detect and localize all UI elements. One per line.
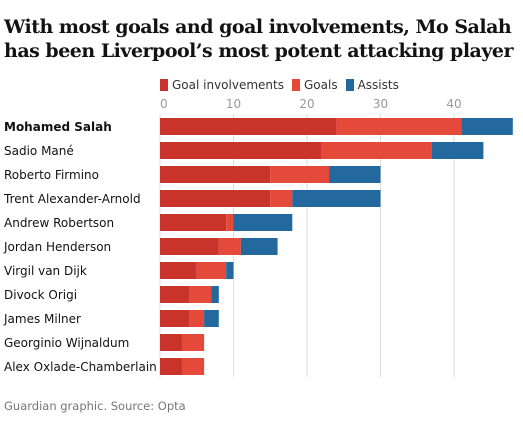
bar-assists-sadio-mane (431, 142, 484, 159)
bar-goal-involvements-james-milner (160, 310, 190, 327)
bar-goal-involvements-sadio-mane (160, 142, 322, 159)
source-note: Guardian graphic. Source: Opta (4, 399, 186, 413)
legend-swatch-goal-involvements (160, 79, 168, 91)
category-label: Trent Alexander-Arnold (3, 192, 141, 206)
bar-assists-virgil-van-dijk (226, 262, 234, 279)
legend-item-assists: Assists (345, 78, 399, 92)
bar-assists-jordan-henderson (240, 238, 278, 255)
category-label: Jordan Henderson (3, 240, 111, 254)
bar-goal-involvements-divock-origi (160, 286, 190, 303)
bar-goals-andrew-robertson (226, 214, 234, 231)
x-tick-label: 40 (446, 97, 461, 111)
category-label: Divock Origi (4, 288, 77, 302)
legend-item-goal-involvements: Goal involvements (160, 78, 284, 92)
bar-goals-jordan-henderson (218, 238, 241, 255)
legend-label-goals: Goals (303, 78, 338, 92)
bar-goals-alex-oxlade-chamberlain (182, 358, 205, 375)
bar-assists-andrew-robertson (233, 214, 293, 231)
bar-goal-involvements-andrew-robertson (160, 214, 227, 231)
x-tick-label: 30 (373, 97, 388, 111)
category-label: James Milner (3, 312, 81, 326)
legend: Goal involvements Goals Assists (160, 77, 407, 93)
category-label: Andrew Robertson (4, 216, 114, 230)
bar-assists-trent-alexander-arnold (292, 190, 381, 207)
bar-goals-roberto-firmino (270, 166, 330, 183)
bar-goals-georginio-wijnaldum (182, 334, 205, 351)
category-label: Alex Oxlade-Chamberlain (4, 360, 157, 374)
legend-swatch-goals (291, 79, 300, 91)
legend-label-goal-involvements: Goal involvements (172, 78, 284, 92)
x-tick-label: 20 (299, 97, 314, 111)
bar-goals-virgil-van-dijk (196, 262, 227, 279)
bar-goal-involvements-virgil-van-dijk (160, 262, 197, 279)
chart-title: With most goals and goal involvements, M… (4, 16, 514, 62)
category-label: Georginio Wijnaldum (4, 336, 129, 350)
bar-assists-james-milner (204, 310, 219, 327)
bar-assists-divock-origi (211, 286, 219, 303)
x-tick-label: 0 (160, 97, 168, 111)
bar-goal-involvements-roberto-firmino (160, 166, 271, 183)
legend-swatch-assists (345, 79, 354, 91)
category-label: Virgil van Dijk (4, 264, 87, 278)
legend-item-goals: Goals (291, 78, 338, 92)
bar-goals-mohamed-salah (336, 118, 462, 135)
bar-goals-james-milner (189, 310, 205, 327)
x-tick-label: 10 (226, 97, 241, 111)
bar-goals-trent-alexander-arnold (270, 190, 293, 207)
bar-goal-involvements-jordan-henderson (160, 238, 219, 255)
bar-goal-involvements-georginio-wijnaldum (160, 334, 183, 351)
category-label: Roberto Firmino (4, 168, 99, 182)
bar-goals-sadio-mane (321, 142, 432, 159)
category-label: Mohamed Salah (4, 120, 112, 134)
bar-goal-involvements-alex-oxlade-chamberlain (160, 358, 183, 375)
category-label: Sadio Mané (4, 144, 74, 158)
legend-label-assists: Assists (357, 78, 399, 92)
bar-assists-mohamed-salah (461, 118, 513, 135)
bar-goal-involvements-trent-alexander-arnold (160, 190, 271, 207)
bar-assists-roberto-firmino (329, 166, 381, 183)
bar-goal-involvements-mohamed-salah (160, 118, 337, 135)
bar-goals-divock-origi (189, 286, 212, 303)
